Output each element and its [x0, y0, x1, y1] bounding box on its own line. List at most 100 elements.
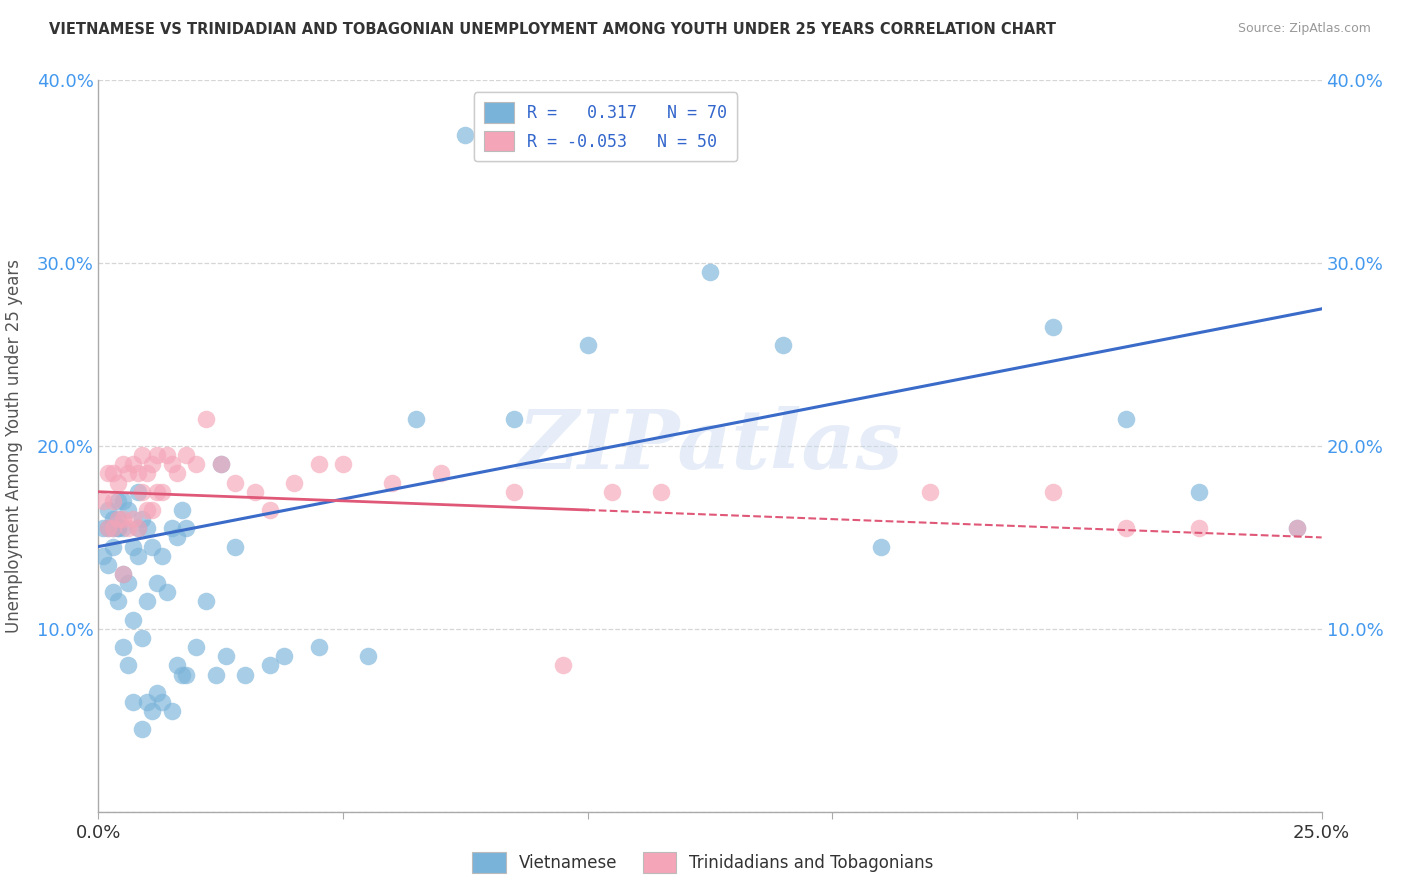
Point [141, 704, 163, 718]
Point [308, 640, 330, 655]
Point [156, 585, 179, 599]
Point [405, 411, 427, 425]
Point [127, 521, 149, 535]
Point [136, 521, 159, 535]
Point [1188, 521, 1211, 535]
Point [454, 128, 477, 143]
Point [136, 594, 159, 608]
Point [224, 540, 246, 554]
Point [1115, 521, 1137, 535]
Point [107, 475, 129, 490]
Point [176, 521, 198, 535]
Point [160, 521, 183, 535]
Point [186, 457, 208, 471]
Point [117, 658, 139, 673]
Point [772, 338, 794, 352]
Point [308, 457, 330, 471]
Point [150, 484, 173, 499]
Point [141, 503, 163, 517]
Point [1286, 521, 1309, 535]
Point [146, 576, 169, 591]
Point [146, 448, 169, 462]
Point [150, 549, 173, 563]
Point [111, 521, 134, 535]
Point [176, 667, 198, 681]
Point [101, 585, 124, 599]
Point [141, 457, 163, 471]
Point [205, 667, 228, 681]
Point [121, 540, 143, 554]
Point [111, 494, 134, 508]
Point [111, 512, 134, 526]
Point [107, 521, 129, 535]
Point [259, 503, 281, 517]
Point [97, 521, 120, 535]
Point [381, 475, 404, 490]
Point [121, 512, 143, 526]
Point [430, 467, 453, 481]
Point [160, 704, 183, 718]
Point [1115, 411, 1137, 425]
Point [170, 667, 193, 681]
Point [870, 540, 893, 554]
Point [195, 411, 218, 425]
Point [131, 631, 153, 645]
Point [150, 695, 173, 709]
Point [117, 576, 139, 591]
Point [356, 649, 378, 664]
Point [127, 484, 149, 499]
Point [97, 521, 120, 535]
Point [146, 484, 169, 499]
Point [121, 613, 143, 627]
Point [111, 567, 134, 582]
Point [186, 640, 208, 655]
Text: Source: ZipAtlas.com: Source: ZipAtlas.com [1237, 22, 1371, 36]
Point [699, 265, 721, 279]
Point [1286, 521, 1309, 535]
Point [243, 484, 266, 499]
Point [111, 640, 134, 655]
Point [131, 484, 153, 499]
Point [121, 695, 143, 709]
Point [107, 594, 129, 608]
Point [650, 484, 672, 499]
Point [111, 457, 134, 471]
Point [117, 503, 139, 517]
Point [107, 521, 129, 535]
Point [166, 467, 188, 481]
Point [131, 723, 153, 737]
Point [97, 503, 120, 517]
Point [101, 494, 124, 508]
Point [141, 540, 163, 554]
Point [503, 484, 526, 499]
Legend: Vietnamese, Trinidadians and Tobagonians: Vietnamese, Trinidadians and Tobagonians [465, 846, 941, 880]
Text: ZIPatlas: ZIPatlas [517, 406, 903, 486]
Point [127, 549, 149, 563]
Point [166, 530, 188, 544]
Point [156, 448, 179, 462]
Point [553, 658, 575, 673]
Point [101, 521, 124, 535]
Point [136, 503, 159, 517]
Point [920, 484, 942, 499]
Point [600, 484, 623, 499]
Point [136, 695, 159, 709]
Point [131, 512, 153, 526]
Point [1042, 320, 1064, 334]
Point [233, 667, 256, 681]
Point [107, 494, 129, 508]
Point [166, 658, 188, 673]
Point [209, 457, 232, 471]
Point [273, 649, 295, 664]
Point [97, 467, 120, 481]
Point [332, 457, 354, 471]
Point [136, 467, 159, 481]
Point [101, 512, 124, 526]
Point [107, 512, 129, 526]
Point [91, 494, 114, 508]
Point [283, 475, 305, 490]
Point [101, 521, 124, 535]
Point [224, 475, 246, 490]
Point [107, 512, 129, 526]
Point [214, 649, 236, 664]
